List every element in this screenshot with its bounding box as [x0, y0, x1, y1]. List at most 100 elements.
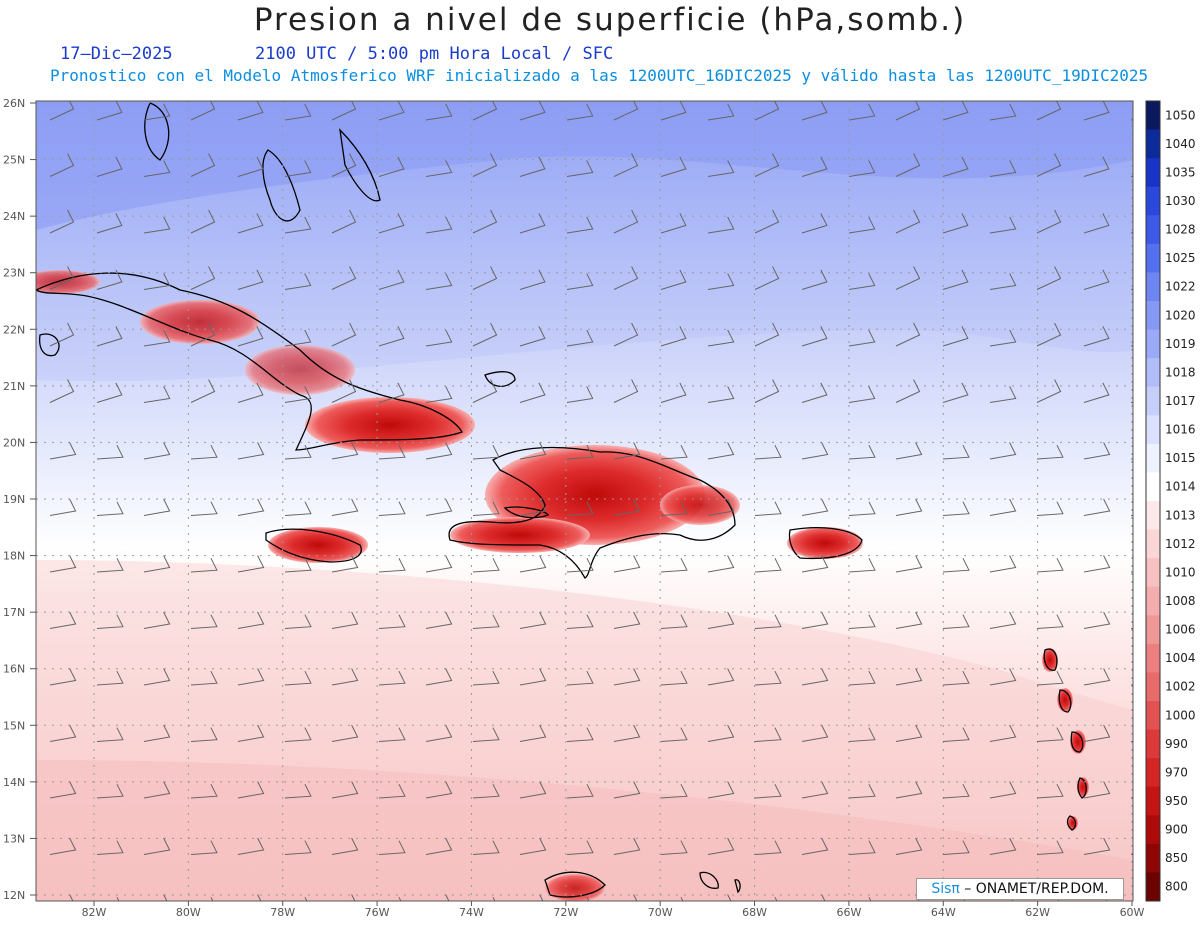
wind-barb: [425, 555, 453, 573]
wind-barb: [378, 269, 405, 290]
wind-barb: [472, 840, 500, 855]
wind-barb: [378, 213, 405, 234]
wind-barb: [1083, 326, 1110, 347]
wind-barb: [331, 322, 357, 347]
wind-barb: [284, 444, 312, 460]
wind-barb: [895, 153, 921, 177]
wind-barb: [633, 894, 638, 901]
wind-barb: [566, 329, 594, 347]
colorbar-label: 1020: [1165, 308, 1196, 322]
lat-label: 13N: [3, 832, 25, 845]
wind-barb: [49, 153, 75, 177]
wind-barb: [707, 724, 735, 742]
wind-barb: [331, 498, 359, 516]
pressure-colorbar: 1050 1040 1035 1030 1028 1025 1022 1020 1019 1018…: [1145, 100, 1196, 902]
wind-barb: [143, 160, 171, 177]
wind-barb: [660, 501, 688, 516]
wind-barb: [1083, 724, 1111, 742]
wind-barb: [96, 840, 124, 855]
wind-barb: [96, 326, 123, 347]
lon-label: 82W: [82, 906, 107, 919]
lat-label: 19N: [3, 493, 25, 506]
wind-barb: [96, 614, 124, 629]
wind-barb: [425, 386, 453, 403]
wind-barb: [1036, 670, 1064, 686]
colorbar-label: 1008: [1165, 594, 1196, 608]
lon-label: 62W: [1025, 906, 1050, 919]
wind-barb: [378, 101, 405, 121]
wind-barb: [1036, 840, 1064, 855]
wind-barb: [143, 386, 171, 403]
colorbar-swatch: [1146, 672, 1160, 702]
lon-label: 80W: [176, 906, 201, 919]
wind-barb: [237, 442, 265, 460]
sispi-logo: Sisπ: [931, 881, 960, 897]
wind-barb: [754, 153, 780, 177]
wind-barb: [942, 382, 969, 403]
wind-barb: [942, 213, 969, 234]
wind-barb: [519, 837, 547, 855]
wind-barb: [378, 382, 405, 403]
wind-barb: [848, 840, 876, 855]
wind-barb: [566, 444, 594, 460]
wind-barb: [1083, 213, 1110, 234]
wind-barb: [989, 103, 1017, 121]
wind-barb: [190, 840, 218, 855]
colorbar-label: 1028: [1165, 223, 1196, 237]
colorbar-label: 800: [1165, 880, 1188, 894]
wind-barb: [519, 101, 546, 121]
wind-barb: [237, 382, 264, 403]
wind-barb: [284, 614, 312, 629]
wind-barb: [989, 668, 1017, 686]
wind-barb: [801, 781, 829, 799]
wind-barb: [754, 209, 780, 234]
wind-barb: [754, 783, 782, 799]
wind-barb: [989, 216, 1017, 234]
wind-barb: [1083, 555, 1111, 573]
wind-barb: [707, 668, 735, 686]
wind-barb: [284, 273, 312, 290]
wind-barb: [237, 269, 264, 290]
colorbar-swatch: [1146, 843, 1160, 873]
wind-barb: [472, 153, 498, 177]
coastlines: [36, 102, 1087, 898]
wind-barb: [49, 498, 77, 516]
wind-barb: [378, 783, 406, 799]
wind-barb: [801, 555, 829, 573]
credit-box: Sisπ – ONAMET/REP.DOM.: [916, 878, 1124, 900]
wind-barb: [378, 557, 406, 573]
lat-label: 26N: [3, 97, 25, 110]
wind-barb: [425, 611, 453, 629]
wind-barb: [237, 555, 265, 573]
wind-barb: [895, 837, 923, 855]
wind-barb: [1036, 209, 1062, 234]
wind-barb: [49, 322, 75, 347]
wind-barb: [519, 269, 546, 290]
wind-barb: [1036, 727, 1064, 742]
wind-barb: [96, 101, 123, 121]
colorbar-label: 1012: [1165, 537, 1196, 551]
colorbar-swatch: [1146, 329, 1160, 359]
wind-barb: [519, 326, 546, 347]
wind-barb: [331, 837, 359, 855]
wind-barb: [801, 101, 828, 121]
wind-barb: [163, 894, 168, 901]
wind-barb: [660, 269, 687, 290]
lat-label: 16N: [3, 663, 25, 676]
wind-barb: [143, 611, 171, 629]
wind-barb: [331, 668, 359, 686]
lat-label: 22N: [3, 323, 25, 336]
colorbar-label: 1006: [1165, 623, 1196, 637]
wind-barb: [143, 668, 171, 686]
wind-barb: [378, 326, 405, 347]
wind-barb: [660, 156, 687, 177]
colorbar-swatch: [1146, 529, 1160, 559]
colorbar-label: 970: [1165, 765, 1188, 779]
wind-barb: [895, 668, 923, 686]
wind-barb: [472, 322, 498, 347]
wind-barb: [754, 266, 780, 290]
wind-barb: [895, 322, 921, 347]
wind-barb: [1036, 501, 1064, 516]
wind-barb: [425, 160, 453, 177]
wind-barb: [96, 670, 124, 686]
